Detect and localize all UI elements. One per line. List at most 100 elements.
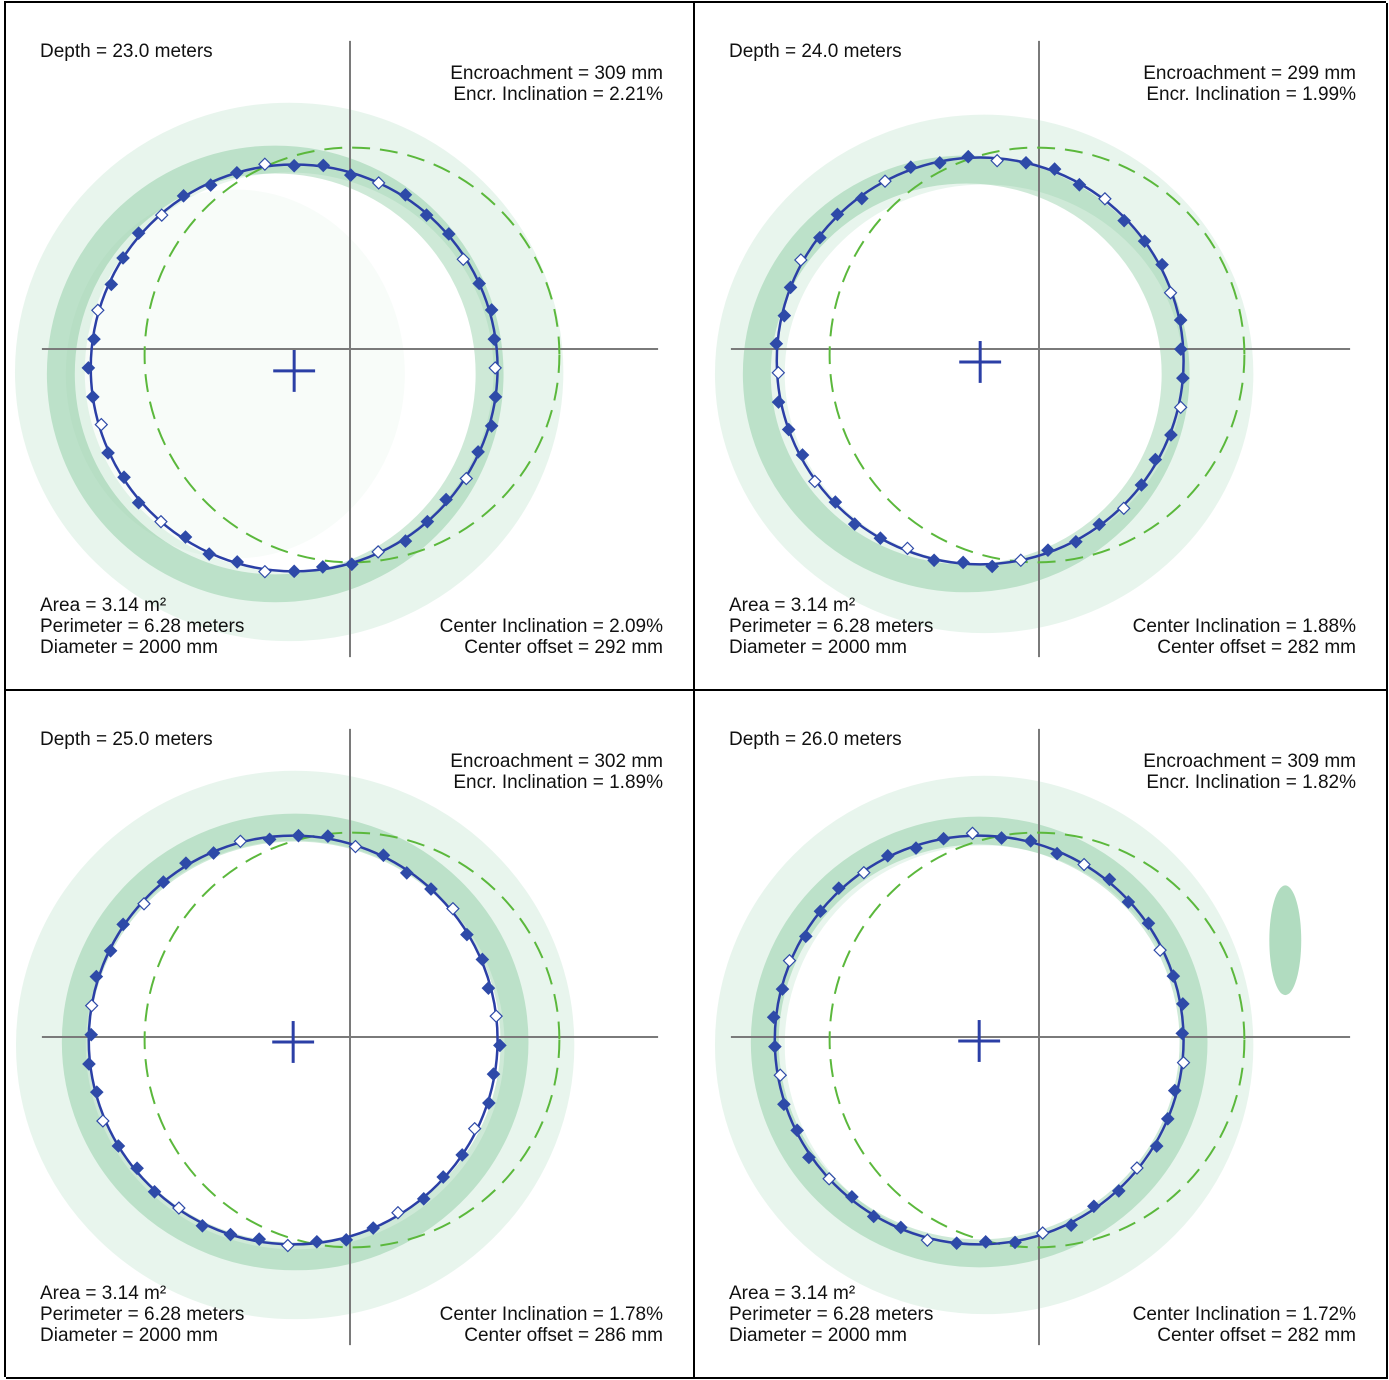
encroachment-block: Encroachment = 309 mm Encr. Inclination …	[1143, 751, 1356, 793]
measured-point-marker	[344, 557, 359, 572]
area-value: Area = 3.14 m²	[40, 1283, 167, 1304]
rejected-point-marker	[807, 474, 822, 489]
measured-point-marker	[399, 866, 414, 880]
measured-point-marker	[178, 530, 193, 544]
area-value: Area = 3.14 m²	[729, 595, 856, 616]
depth-label: Depth = 25.0 meters	[40, 729, 213, 750]
measured-point-marker	[487, 332, 502, 346]
measurement-points	[766, 826, 1191, 1250]
profile-grid: Depth = 23.0 meters Encroachment = 309 m…	[4, 1, 1388, 1379]
measured-point-marker	[339, 1233, 354, 1247]
rejected-point-marker	[1098, 191, 1112, 206]
measured-point-marker	[771, 395, 786, 409]
measured-point-marker	[866, 1209, 881, 1224]
measured-point-marker	[854, 191, 869, 206]
encroachment-value: Encroachment = 309 mm	[450, 63, 663, 84]
geometry-block: Area = 3.14 m² Perimeter = 6.28 meters D…	[729, 595, 933, 658]
measured-point-marker	[775, 982, 790, 996]
center-block: Center Inclination = 1.88% Center offset…	[1133, 616, 1356, 658]
rejected-point-marker	[348, 839, 363, 854]
rejected-point-marker	[96, 1114, 110, 1128]
perimeter-value: Perimeter = 6.28 meters	[729, 616, 934, 637]
encr-inclination-value: Encr. Inclination = 2.21%	[453, 84, 663, 105]
encroachment-block: Encroachment = 309 mm Encr. Inclination …	[450, 63, 663, 105]
rejected-point-marker	[371, 176, 386, 190]
rejected-point-marker	[1077, 857, 1091, 872]
measured-point-marker	[287, 158, 301, 173]
rejected-point-marker	[1013, 553, 1028, 568]
rejected-point-marker	[1116, 501, 1131, 516]
measured-point-marker	[398, 187, 413, 202]
encr-inclination-value: Encr. Inclination = 1.89%	[453, 772, 663, 793]
center-offset-value: Center offset = 282 mm	[1157, 637, 1356, 658]
depth-label: Depth = 26.0 meters	[729, 729, 902, 750]
rejected-point-marker	[446, 901, 460, 916]
reference-circle	[143, 831, 561, 1249]
measured-point-marker	[81, 361, 96, 375]
measured-point-marker	[230, 555, 245, 569]
measurement-points	[769, 149, 1190, 574]
measured-point-marker	[1072, 177, 1087, 192]
rejected-point-marker	[91, 303, 105, 318]
measurement-points	[82, 828, 507, 1253]
measured-point-marker	[252, 1232, 267, 1246]
measured-point-marker	[1121, 895, 1136, 909]
measured-point-marker	[1050, 846, 1064, 861]
measured-point-marker	[398, 534, 413, 548]
measured-point-marker	[1155, 257, 1169, 272]
profile-panel-3: Depth = 25.0 meters Encroachment = 302 m…	[6, 691, 695, 1379]
encr-inclination-value: Encr. Inclination = 1.99%	[1146, 84, 1356, 105]
rejected-point-marker	[489, 1009, 504, 1023]
measured-point-marker	[1141, 916, 1156, 931]
rejected-point-marker	[794, 253, 808, 267]
rejected-point-marker	[258, 157, 272, 172]
measured-point-marker	[436, 1170, 451, 1184]
measured-point-marker	[82, 1057, 96, 1071]
center-block: Center Inclination = 1.78% Center offset…	[440, 1304, 663, 1346]
measured-point-marker	[376, 848, 391, 863]
scan-intensity-band	[14, 102, 564, 642]
measured-point-marker	[909, 841, 923, 855]
measured-point-marker	[488, 390, 503, 404]
measured-point-marker	[103, 943, 118, 958]
rejected-point-marker	[900, 541, 915, 556]
rejected-point-marker	[459, 471, 474, 486]
measured-point-marker	[813, 230, 827, 245]
depth-label: Depth = 24.0 meters	[729, 41, 902, 62]
encroachment-block: Encroachment = 299 mm Encr. Inclination …	[1143, 63, 1356, 105]
measured-point-marker	[1102, 872, 1117, 887]
measured-point-marker	[1092, 517, 1107, 532]
measured-point-marker	[956, 555, 970, 570]
measured-point-marker	[813, 904, 828, 919]
measured-point-marker	[927, 553, 941, 568]
rejected-point-marker	[172, 1201, 186, 1215]
measured-point-marker	[262, 832, 277, 847]
perimeter-value: Perimeter = 6.28 meters	[729, 1304, 934, 1325]
measured-point-marker	[777, 308, 792, 323]
measured-point-marker	[795, 448, 810, 462]
geometry-block: Area = 3.14 m² Perimeter = 6.28 meters D…	[40, 595, 244, 658]
depth-label: Depth = 23.0 meters	[40, 41, 213, 62]
rejected-point-marker	[1035, 1226, 1050, 1240]
measured-point-marker	[287, 564, 301, 579]
center-inclination-value: Center Inclination = 2.09%	[439, 616, 663, 637]
measured-point-marker	[471, 445, 485, 459]
measured-point-marker	[936, 831, 951, 846]
profile-panel-1: Depth = 23.0 meters Encroachment = 309 m…	[6, 3, 695, 691]
measured-point-marker	[1164, 428, 1178, 442]
measured-point-marker	[223, 1227, 238, 1242]
measured-point-marker	[949, 1236, 964, 1250]
measured-point-marker	[777, 1097, 791, 1112]
measured-point-marker	[880, 848, 895, 863]
measured-point-marker	[802, 1150, 816, 1165]
measured-point-marker	[441, 227, 456, 241]
area-value: Area = 3.14 m²	[40, 595, 167, 616]
measured-point-marker	[1134, 478, 1149, 492]
center-marker	[273, 349, 316, 392]
measured-point-marker	[101, 446, 115, 460]
measured-point-marker	[1069, 534, 1083, 549]
measured-point-marker	[798, 929, 813, 944]
measured-point-marker	[766, 1010, 781, 1025]
measured-point-marker	[1023, 834, 1038, 848]
measured-point-marker	[291, 828, 306, 843]
